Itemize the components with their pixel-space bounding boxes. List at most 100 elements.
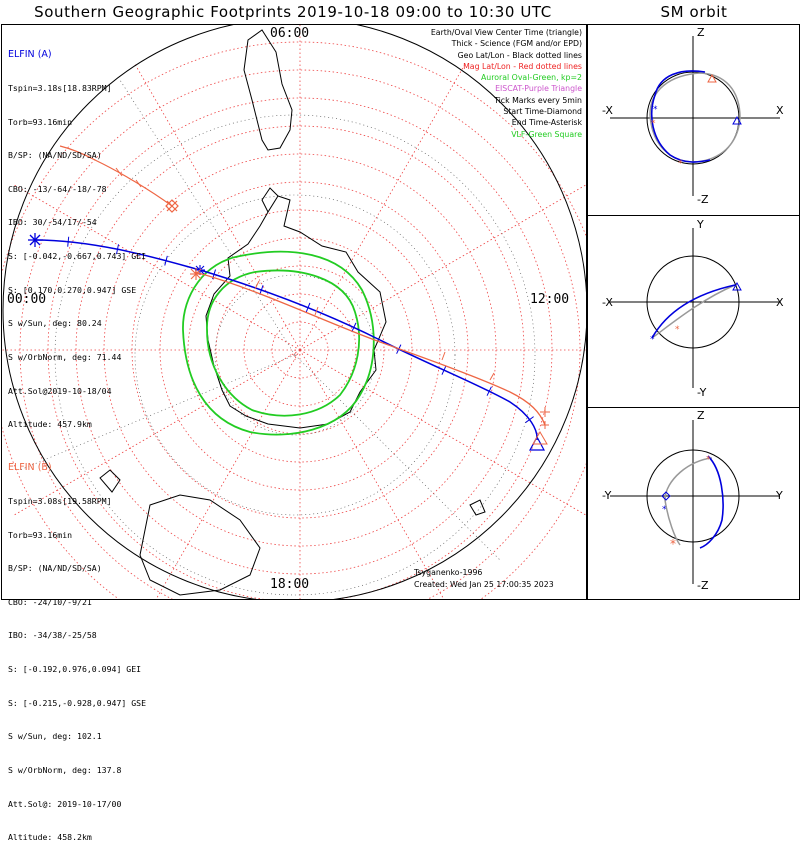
elfin-a-tick: [486, 386, 492, 396]
hour-label-bottom: 18:00: [270, 577, 310, 592]
elfin-b-view-center-triangle: [532, 431, 548, 445]
hour-label-right: 12:00: [530, 292, 570, 307]
model-credit: Tsyganenko-1996: [414, 568, 483, 577]
elfin-a-tick-marks: [67, 236, 534, 423]
svg-text:*: *: [678, 159, 683, 169]
elfin-b-start-diamond: [165, 199, 179, 213]
elfin-a-line: S w/Sun, deg: 80.24: [8, 318, 102, 329]
legend: Earth/Oval View Center Time (triangle) T…: [431, 27, 582, 140]
sm-panel-xz-right-label: X: [776, 104, 784, 117]
legend-science: Thick - Science (FGM and/or EPD): [451, 39, 582, 49]
antarctica-coastline: [205, 195, 387, 429]
elfin-a-line: S w/OrbNorm, deg: 71.44: [8, 351, 122, 362]
legend-mag-grid: Mag Lat/Lon - Red dotted lines: [463, 61, 582, 71]
antarctic-peninsula: [261, 187, 279, 213]
legend-geo-grid: Geo Lat/Lon - Black dotted lines: [457, 50, 582, 60]
new-zealand-coastline: [99, 469, 121, 493]
svg-text:*: *: [651, 119, 656, 129]
elfin-a-tick: [164, 255, 168, 266]
sm-orbit-panels: * * * * * * * *: [610, 36, 780, 584]
sm-panel-yz-top-label: Z: [697, 409, 705, 422]
mag-lon-line: [299, 64, 466, 351]
sm-panel-xz: * * *: [610, 36, 780, 196]
elfin-a-tick: [305, 302, 311, 313]
elfin-b-end-asterisk: [540, 407, 550, 429]
legend-start-time: Start Time-Diamond: [503, 107, 582, 117]
sm-panel-xy-top-label: Y: [697, 218, 704, 231]
elfin-b-track: [59, 145, 173, 207]
mag-lon-grid: [2, 25, 586, 599]
auroral-oval-inner: [206, 269, 361, 417]
sm-panel-xz-bottom-label: -Z: [697, 193, 709, 206]
svg-text:*: *: [670, 537, 676, 551]
elfin-b-line: S w/Sun, deg: 102.1: [8, 731, 102, 742]
elfin-a-line: CBO: -13/-64/-18/-78: [8, 183, 107, 194]
mag-lon-line: [134, 64, 301, 351]
sm-panel-xz-top-label: Z: [697, 26, 705, 39]
elfin-b-line: IBO: -34/38/-25/58: [8, 630, 97, 641]
legend-end-time: End Time-Asterisk: [511, 118, 582, 128]
elfin-a-label: ELFIN (A): [8, 49, 52, 61]
svg-text:*: *: [650, 335, 655, 345]
hour-label-top: 06:00: [270, 26, 310, 41]
elfin-a-tick: [259, 285, 264, 295]
sm-panel-xy-right-label: X: [776, 296, 784, 309]
elfin-a-tick: [441, 365, 447, 375]
elfin-a-line: IBO: 30/-54/17/-54: [8, 217, 97, 228]
elfin-b-line: S: [-0.192,0.976,0.094] GEI: [8, 664, 142, 675]
elfin-a-line: S: [0.170,0.270,0.947] GSE: [8, 284, 137, 295]
elfin-b-line: S w/OrbNorm, deg: 137.8: [8, 764, 122, 775]
svg-text:*: *: [662, 505, 667, 515]
elfin-a-tick: [67, 236, 70, 247]
elfin-b-line: Tspin=3.08s[19.58RPM]: [8, 496, 112, 507]
svg-text:*: *: [653, 105, 658, 115]
elfin-a-tick: [116, 244, 119, 255]
australia-coastline: [139, 494, 261, 596]
legend-vlf: VLF-Green Square: [511, 129, 582, 139]
hour-label-left: 00:00: [7, 292, 47, 307]
elfin-a-track: [34, 239, 538, 441]
elfin-a-line: Att.Sol@2019-10-18/04: [8, 385, 112, 396]
elfin-a-line: Tspin=3.18s[18.83RPM]: [8, 83, 112, 94]
created-timestamp: Created: Wed Jan 25 17:00:35 2023: [414, 580, 554, 589]
elfin-a-line: B/SP: (NA/ND/SD/SA): [8, 150, 102, 161]
africa-tip-coastline: [469, 499, 486, 516]
sm-panel-yz: * * *: [610, 420, 780, 584]
elfin-b-line: Att.Sol@: 2019-10-17/00: [8, 798, 122, 809]
sm-orbit-title: SM orbit: [660, 3, 728, 21]
sm-panel-xy-bottom-label: -Y: [697, 386, 707, 399]
elfin-b-mid-asterisk: [190, 268, 202, 280]
mag-lon-line: [14, 349, 301, 516]
sm-panel-yz-bottom-label: -Z: [697, 579, 709, 592]
elfin-b-label: ELFIN (B): [8, 462, 52, 474]
elfin-b-track-main: [194, 271, 546, 426]
sm-panel-xz-left-label: -X: [602, 104, 613, 117]
mag-lon-line: [14, 184, 301, 351]
elfin-a-line: Torb=93.16min: [8, 116, 73, 127]
elfin-b-line: Altitude: 458.2km: [8, 832, 92, 843]
legend-eiscat: EISCAT-Purple Triangle: [495, 84, 582, 94]
legend-auroral-oval: Auroral Oval-Green, kp=2: [480, 73, 582, 83]
mag-lon-line: [299, 349, 586, 516]
mag-lon-line: [299, 184, 586, 351]
sm-panel-yz-right-label: Y: [776, 489, 783, 502]
south-america-coastline: [243, 29, 293, 151]
mag-lon-line: [299, 349, 445, 599]
elfin-b-line: B/SP: (NA/ND/SD/SA): [8, 563, 102, 574]
svg-text:*: *: [706, 455, 711, 465]
svg-text:*: *: [675, 325, 680, 335]
legend-view-center: Earth/Oval View Center Time (triangle): [430, 28, 582, 37]
elfin-a-line: S: [-0.042,-0.667,0.743] GEI: [8, 251, 147, 262]
mag-lon-line: [155, 349, 301, 599]
plot-title: Southern Geographic Footprints 2019-10-1…: [34, 3, 552, 21]
elfin-a-tick: [525, 416, 534, 423]
elfin-b-line: Torb=93.16min: [8, 529, 73, 540]
sm-panel-xy: * *: [610, 228, 780, 388]
polar-footprint-map: [2, 25, 586, 599]
elfin-a-start-asterisk: [28, 233, 42, 247]
sm-panel-yz-left-label: -Y: [602, 489, 612, 502]
elfin-b-line: S: [-0.215,-0.928,0.947] GSE: [8, 697, 147, 708]
elfin-a-tick: [351, 322, 357, 333]
elfin-a-line: Altitude: 457.9km: [8, 419, 92, 430]
legend-tick-marks: Tick Marks every 5min: [494, 95, 582, 105]
